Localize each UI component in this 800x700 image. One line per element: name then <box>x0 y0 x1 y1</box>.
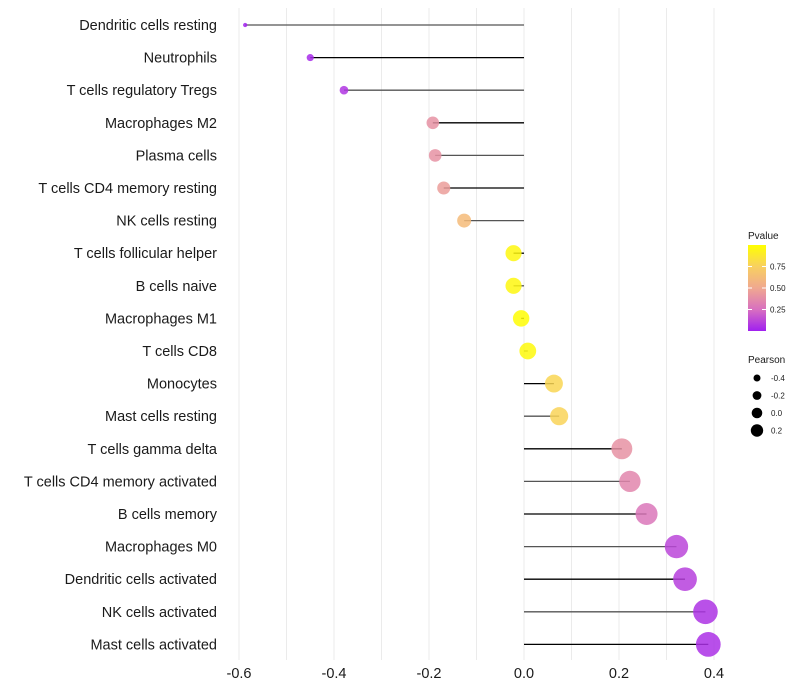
y-tick-label: T cells CD8 <box>142 344 217 360</box>
y-tick-label: NK cells activated <box>102 605 217 621</box>
y-axis-labels: Dendritic cells resting Neutrophils T cell… <box>24 18 218 653</box>
y-tick-label: B cells naive <box>136 279 217 295</box>
size-legend-label: -0.4 <box>771 374 785 383</box>
point <box>512 310 530 327</box>
x-axis-ticks: -0.6 -0.4 -0.2 0.0 0.2 0.4 <box>227 666 725 682</box>
colorbar-tick-label: 0.75 <box>770 263 786 272</box>
y-tick-label: Neutrophils <box>144 51 217 67</box>
grid-lines <box>238 8 715 660</box>
y-tick-label: T cells CD4 memory resting <box>38 181 217 197</box>
size-legend-key <box>752 391 762 400</box>
y-tick-label: Plasma cells <box>136 148 217 164</box>
point <box>428 149 442 162</box>
pvalue-legend-title: Pvalue <box>748 231 779 242</box>
size-legend-key <box>750 424 764 437</box>
y-tick-label: T cells regulatory Tregs <box>67 83 217 99</box>
y-tick-label: NK cells resting <box>116 214 217 230</box>
point <box>544 374 563 393</box>
point <box>611 438 633 460</box>
x-tick-label: -0.2 <box>417 666 442 682</box>
y-tick-label: Mast cells resting <box>105 409 217 425</box>
y-tick-label: Macrophages M0 <box>105 540 217 556</box>
pvalue-legend: Pvalue 0.25 0.50 0.75 <box>748 231 786 331</box>
y-tick-label: Macrophages M1 <box>105 311 217 327</box>
point <box>306 54 314 62</box>
pearson-legend: Pearson -0.4 -0.2 0.0 0.2 <box>748 355 785 437</box>
y-tick-label: T cells gamma delta <box>88 442 218 458</box>
pvalue-colorbar <box>748 245 766 331</box>
point <box>243 22 248 28</box>
size-legend-label: 0.0 <box>771 409 783 418</box>
size-legend-label: -0.2 <box>771 392 785 401</box>
point <box>457 213 472 228</box>
y-tick-label: B cells memory <box>118 507 218 523</box>
point <box>505 245 522 262</box>
y-tick-label: Dendritic cells resting <box>79 18 217 34</box>
size-legend-label: 0.2 <box>771 427 783 436</box>
point <box>339 85 349 95</box>
point <box>693 599 718 625</box>
point <box>635 502 658 526</box>
x-tick-label: 0.0 <box>514 666 534 682</box>
size-legend-key <box>751 407 763 419</box>
point <box>519 342 537 360</box>
point <box>505 277 522 294</box>
point <box>426 116 440 130</box>
colorbar-tick-label: 0.50 <box>770 284 786 293</box>
x-tick-label: -0.4 <box>322 666 347 682</box>
y-tick-label: Dendritic cells activated <box>65 572 217 588</box>
colorbar-tick-label: 0.25 <box>770 306 786 315</box>
x-tick-label: 0.4 <box>704 666 724 682</box>
y-tick-label: Mast cells activated <box>90 637 217 653</box>
points <box>243 22 721 657</box>
x-tick-label: -0.6 <box>227 666 252 682</box>
y-tick-label: Macrophages M2 <box>105 116 217 132</box>
y-tick-label: T cells follicular helper <box>74 246 217 262</box>
point <box>437 181 451 195</box>
point <box>673 567 697 592</box>
pearson-legend-title: Pearson <box>748 355 785 366</box>
y-tick-label: T cells CD4 memory activated <box>24 474 217 490</box>
y-tick-label: Monocytes <box>147 377 217 393</box>
point <box>664 534 689 559</box>
size-legend-key <box>753 374 761 382</box>
point <box>695 632 721 657</box>
point <box>619 470 641 493</box>
x-tick-label: 0.2 <box>609 666 629 682</box>
point <box>550 407 569 426</box>
